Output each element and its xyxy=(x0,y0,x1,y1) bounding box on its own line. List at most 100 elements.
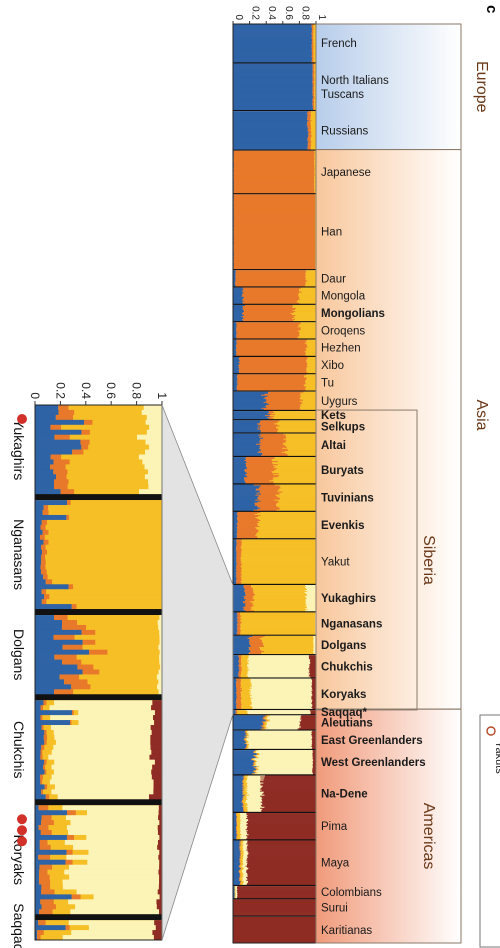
bar-segment xyxy=(311,688,316,691)
bar-segment xyxy=(247,744,249,747)
bar-segment xyxy=(233,220,316,222)
bar-segment xyxy=(242,294,298,297)
bar-segment xyxy=(240,540,316,542)
bar-segment xyxy=(311,690,316,693)
bar-segment xyxy=(233,929,316,932)
bar-segment xyxy=(236,826,241,828)
bar-segment xyxy=(233,257,316,260)
bar-segment xyxy=(250,645,265,648)
bar-segment xyxy=(257,756,313,758)
bar-segment xyxy=(276,505,316,508)
bar-segment xyxy=(244,777,248,779)
bar-segment xyxy=(265,716,268,718)
bar-segment xyxy=(243,798,248,801)
bar-segment xyxy=(233,609,244,611)
bar-segment xyxy=(312,79,315,82)
bar-segment xyxy=(233,521,238,523)
bar-segment xyxy=(263,727,266,729)
bar-segment xyxy=(236,549,242,551)
bar-segment xyxy=(233,320,244,322)
bar-segment xyxy=(313,53,316,55)
bar-segment xyxy=(235,894,238,896)
bar-segment xyxy=(299,333,316,335)
bar-segment xyxy=(247,858,316,861)
bar-segment xyxy=(240,864,243,867)
bar-segment xyxy=(260,435,286,438)
bar-segment xyxy=(233,194,316,196)
bar-segment xyxy=(233,690,237,693)
inset-bar-segment xyxy=(42,749,52,756)
bar-segment xyxy=(258,434,286,437)
bar-segment xyxy=(243,602,252,604)
bar-segment xyxy=(246,461,279,463)
bar-segment xyxy=(256,753,258,755)
bar-segment xyxy=(233,629,238,631)
bar-segment xyxy=(240,823,248,825)
bar-segment xyxy=(233,206,316,208)
bar-segment xyxy=(286,436,316,439)
bar-segment xyxy=(269,414,276,416)
bar-segment xyxy=(305,383,316,385)
bar-segment xyxy=(236,530,259,532)
bar-segment xyxy=(233,451,258,454)
inset-bar-segment xyxy=(145,449,162,455)
bar-segment xyxy=(255,594,308,596)
bar-segment xyxy=(235,270,306,272)
inset-bar-segment xyxy=(45,920,69,926)
bar-segment xyxy=(313,61,316,63)
inset-bar-segment xyxy=(38,825,49,831)
bar-segment xyxy=(236,342,305,345)
bar-segment xyxy=(236,821,238,823)
bar-segment xyxy=(278,489,316,491)
bar-segment xyxy=(233,285,236,287)
bar-segment xyxy=(239,845,241,847)
bar-segment xyxy=(275,494,316,496)
bar-segment xyxy=(240,633,316,636)
bar-segment xyxy=(263,397,300,400)
bar-segment xyxy=(300,716,316,718)
bar-segment xyxy=(246,849,316,851)
bar-segment xyxy=(299,334,316,336)
bar-segment xyxy=(264,718,267,720)
bar-segment xyxy=(311,34,314,36)
bar-segment xyxy=(233,48,312,50)
bar-segment xyxy=(240,559,316,561)
bar-segment xyxy=(233,309,244,312)
inset-bar-segment xyxy=(41,519,48,526)
bar-segment xyxy=(233,277,236,279)
bar-segment xyxy=(264,635,314,638)
bar-segment xyxy=(300,723,316,725)
bar-segment xyxy=(305,283,316,285)
bar-segment xyxy=(247,854,316,856)
bar-segment xyxy=(237,536,258,538)
bar-segment xyxy=(240,858,244,861)
bar-segment xyxy=(233,899,316,901)
bar-segment xyxy=(233,626,238,628)
bar-segment xyxy=(233,755,254,757)
bar-segment xyxy=(307,129,311,131)
bar-segment xyxy=(235,277,306,279)
bar-segment xyxy=(248,852,316,854)
bar-segment xyxy=(233,504,255,507)
population-separator xyxy=(233,538,316,540)
bar-segment xyxy=(240,840,242,842)
bar-segment xyxy=(242,803,244,806)
bar-segment xyxy=(233,928,316,931)
bar-segment xyxy=(260,421,279,423)
bar-segment xyxy=(314,180,316,182)
inset-bar-segment xyxy=(48,825,67,831)
bar-segment xyxy=(235,887,237,889)
bar-segment xyxy=(241,844,244,846)
bar-segment xyxy=(310,142,316,144)
bar-segment xyxy=(311,24,314,26)
bar-segment xyxy=(262,800,316,803)
bar-segment xyxy=(237,820,241,822)
bar-segment xyxy=(236,566,242,569)
bar-segment xyxy=(243,873,248,876)
bar-segment xyxy=(253,600,306,602)
bar-segment xyxy=(247,673,311,675)
bar-segment xyxy=(312,69,315,71)
bar-segment xyxy=(242,845,248,847)
bar-segment xyxy=(312,40,314,42)
bar-segment xyxy=(247,778,261,780)
